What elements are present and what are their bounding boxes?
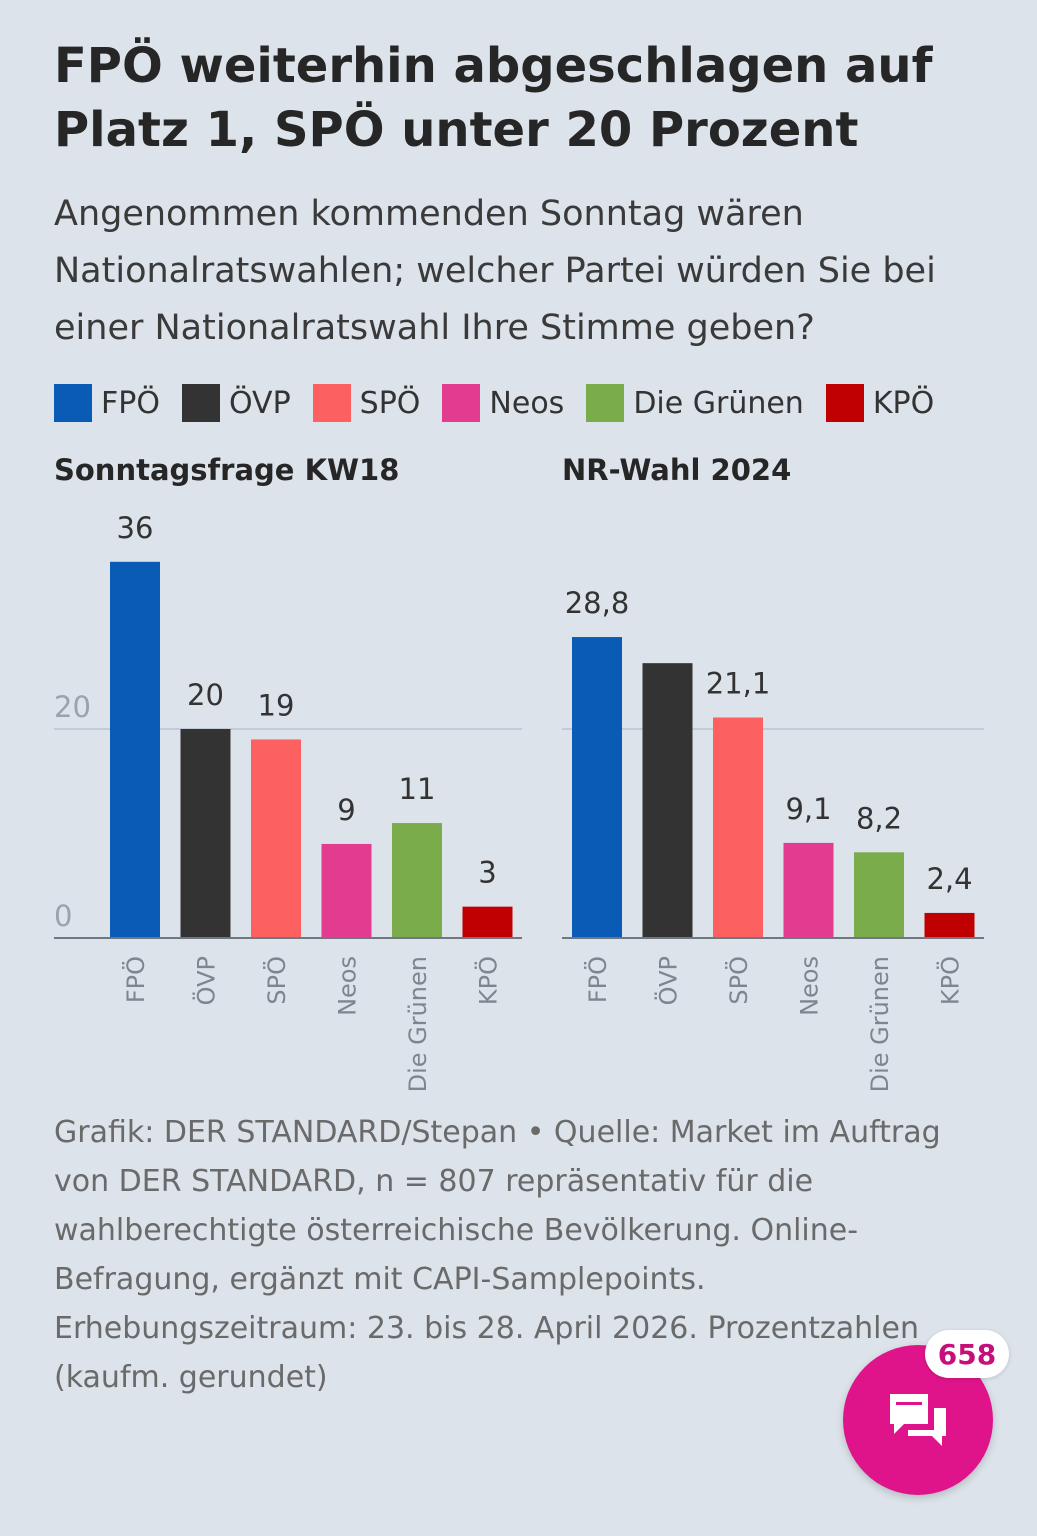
chart-title: FPÖ weiterhin abgeschlagen auf Platz 1, … bbox=[54, 38, 933, 158]
x-category-label: Neos bbox=[796, 956, 824, 1016]
legend-swatch bbox=[442, 384, 481, 422]
legend-item: KPÖ bbox=[825, 384, 935, 422]
x-category-label: FPÖ bbox=[583, 956, 612, 1003]
legend-swatch bbox=[825, 384, 864, 422]
y-tick-label: 20 bbox=[54, 690, 91, 724]
bar-charts: Sonntagsfrage KW18 0 20 36 FPÖ 20 ÖVP 19 SPÖ 9 Neo… bbox=[54, 453, 984, 1090]
bar bbox=[642, 663, 693, 938]
legend-label: Die Grünen bbox=[633, 385, 804, 421]
bar bbox=[854, 852, 904, 938]
legend-swatch bbox=[181, 384, 220, 422]
bar bbox=[713, 717, 763, 938]
legend-item: Neos bbox=[442, 384, 564, 422]
x-category-label: FPÖ bbox=[121, 956, 150, 1003]
comment-count-badge[interactable]: 658 bbox=[925, 1330, 1009, 1378]
chart-subtitle: Angenommen kommenden Sonntag wären Natio… bbox=[54, 194, 936, 348]
data-label: 28,8 bbox=[565, 586, 630, 620]
bar bbox=[462, 906, 513, 938]
bar bbox=[321, 843, 372, 938]
panel-title: Sonntagsfrage KW18 bbox=[54, 453, 399, 487]
legend-swatch bbox=[586, 384, 625, 422]
bar bbox=[180, 729, 231, 938]
bar bbox=[924, 912, 975, 938]
legend-swatch bbox=[54, 384, 92, 422]
comment-icon bbox=[890, 1394, 946, 1446]
x-category-label: SPÖ bbox=[724, 956, 753, 1005]
legend-label: KPÖ bbox=[872, 385, 935, 421]
legend-item: ÖVP bbox=[181, 384, 291, 422]
legend-label: ÖVP bbox=[228, 385, 291, 421]
bar bbox=[251, 739, 301, 938]
legend-label: SPÖ bbox=[359, 385, 421, 421]
data-label: 9,1 bbox=[785, 792, 831, 826]
x-category-label: ÖVP bbox=[654, 956, 683, 1005]
data-label: 21,1 bbox=[706, 667, 771, 701]
bar bbox=[783, 842, 834, 938]
source-note: Grafik: DER STANDARD/Stepan • Quelle: Ma… bbox=[54, 1115, 941, 1395]
legend-label: FPÖ bbox=[101, 385, 160, 421]
data-label: 2,4 bbox=[926, 862, 972, 896]
data-label: 8,2 bbox=[856, 801, 902, 835]
data-label: 11 bbox=[399, 772, 436, 806]
x-category-label: KPÖ bbox=[474, 956, 503, 1005]
x-category-label: Die Grünen bbox=[404, 956, 432, 1090]
legend: FPÖ ÖVP SPÖ Neos Die Grünen KPÖ bbox=[54, 382, 956, 424]
data-label: 3 bbox=[478, 856, 496, 890]
legend-item: Die Grünen bbox=[586, 384, 804, 422]
y-tick-label: 0 bbox=[54, 899, 72, 933]
data-label: 9 bbox=[337, 793, 355, 827]
x-category-label: Neos bbox=[334, 956, 362, 1016]
x-category-label: KPÖ bbox=[936, 956, 965, 1005]
x-category-label: Die Grünen bbox=[866, 956, 894, 1090]
x-category-label: SPÖ bbox=[262, 956, 291, 1005]
data-label: 36 bbox=[117, 511, 154, 545]
data-label: 19 bbox=[258, 688, 295, 722]
data-label: 20 bbox=[187, 678, 224, 712]
bar bbox=[392, 823, 442, 938]
legend-item: FPÖ bbox=[54, 384, 160, 422]
x-category-label: ÖVP bbox=[192, 956, 221, 1005]
legend-swatch bbox=[312, 384, 351, 422]
panel-title: NR-Wahl 2024 bbox=[562, 453, 791, 487]
legend-item: SPÖ bbox=[312, 384, 421, 422]
bar bbox=[110, 561, 160, 938]
legend-label: Neos bbox=[489, 385, 565, 421]
bar bbox=[572, 637, 622, 938]
